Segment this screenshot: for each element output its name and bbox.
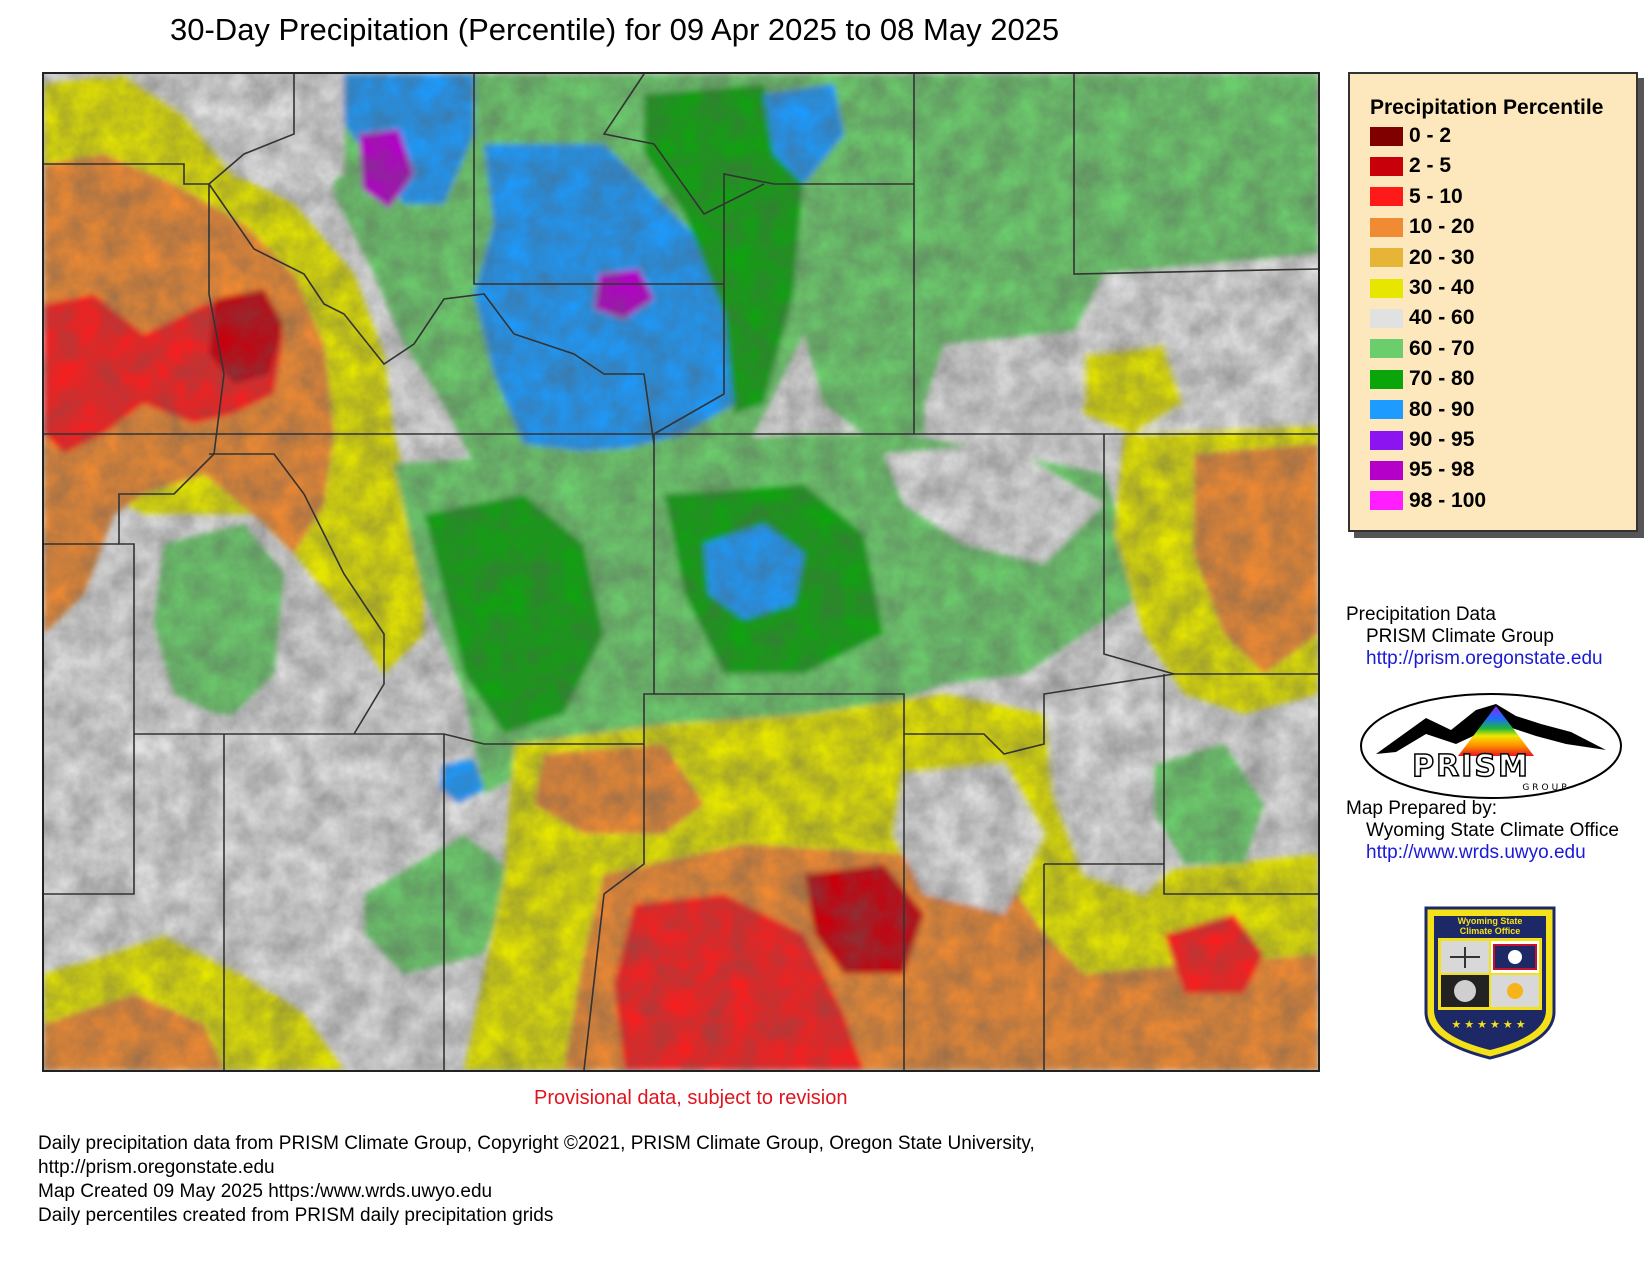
- legend-item: 2 - 5: [1370, 154, 1451, 178]
- prepared-by: Wyoming State Climate Office: [1366, 820, 1619, 841]
- legend-label: 95 - 98: [1409, 458, 1475, 482]
- prepared-credit: Map Prepared by: Wyoming State Climate O…: [1346, 798, 1619, 864]
- legend-swatch: [1370, 248, 1403, 268]
- legend-item: 80 - 90: [1370, 398, 1474, 422]
- legend-item: 20 - 30: [1370, 246, 1474, 270]
- legend-item: 0 - 2: [1370, 124, 1451, 148]
- prism-logo: PRISM GROUP: [1360, 693, 1622, 799]
- map-canvas: [44, 74, 1318, 1070]
- legend-label: 90 - 95: [1409, 428, 1475, 451]
- legend-swatch: [1370, 187, 1403, 207]
- footer-line-1: Daily precipitation data from PRISM Clim…: [38, 1133, 1035, 1154]
- svg-text:★★★★★★: ★★★★★★: [1451, 1018, 1528, 1031]
- legend-swatch: [1370, 217, 1403, 237]
- legend-swatch: [1370, 156, 1403, 176]
- legend-swatch: [1370, 491, 1403, 511]
- wsco-logo: Wyoming State Climate Office ★★★★★★: [1424, 906, 1556, 1060]
- legend-swatch: [1370, 339, 1403, 359]
- footer-line-4: Daily percentiles created from PRISM dai…: [38, 1205, 554, 1226]
- provisional-note: Provisional data, subject to revision: [534, 1087, 848, 1109]
- prism-logo-subtext: GROUP: [1522, 783, 1569, 793]
- legend-label: 80 - 90: [1409, 397, 1475, 421]
- legend-swatch: [1370, 369, 1403, 389]
- legend-item: 95 - 98: [1370, 458, 1474, 482]
- legend-item: 10 - 20: [1370, 215, 1474, 239]
- precipitation-map: [42, 72, 1320, 1072]
- legend-swatch: [1370, 308, 1403, 328]
- legend-swatch: [1370, 278, 1403, 298]
- data-credit-link[interactable]: http://prism.oregonstate.edu: [1366, 648, 1603, 669]
- legend-item: 30 - 40: [1370, 276, 1474, 300]
- legend-label: 30 - 40: [1409, 276, 1475, 299]
- legend-swatch: [1370, 430, 1403, 450]
- legend-item: 5 - 10: [1370, 185, 1463, 209]
- legend-title: Precipitation Percentile: [1370, 96, 1604, 119]
- legend-panel: Precipitation Percentile 0 - 2 2 - 5 5 - 1…: [1348, 72, 1638, 532]
- wsco-logo-line2: Climate Office: [1460, 926, 1521, 936]
- prism-logo-text: PRISM: [1412, 749, 1530, 784]
- data-credit-heading: Precipitation Data: [1346, 604, 1496, 625]
- legend-label: 20 - 30: [1409, 245, 1475, 269]
- legend-label: 60 - 70: [1409, 336, 1475, 360]
- prepared-heading: Map Prepared by:: [1346, 798, 1498, 819]
- legend-item: 70 - 80: [1370, 367, 1474, 391]
- county-boundaries: [44, 74, 1318, 1070]
- legend-swatch: [1370, 126, 1403, 146]
- data-credit-source: PRISM Climate Group: [1366, 626, 1554, 647]
- footer-line-3: Map Created 09 May 2025 https:/www.wrds.…: [38, 1181, 493, 1202]
- legend-label: 2 - 5: [1409, 154, 1452, 178]
- legend-item: 90 - 95: [1370, 428, 1474, 452]
- legend-label: 98 - 100: [1409, 488, 1487, 512]
- terrain-shading: [44, 74, 1318, 1070]
- legend-swatch: [1370, 460, 1403, 480]
- footer-line-2: http://prism.oregonstate.edu: [38, 1157, 275, 1178]
- legend-label: 40 - 60: [1409, 306, 1475, 330]
- prepared-link[interactable]: http://www.wrds.uwyo.edu: [1366, 842, 1586, 863]
- wsco-logo-line1: Wyoming State: [1458, 916, 1523, 926]
- footer-notes: Daily precipitation data from PRISM Clim…: [38, 1132, 1035, 1228]
- legend-label: 5 - 10: [1409, 184, 1463, 208]
- legend-item: 98 - 100: [1370, 489, 1486, 513]
- map-title: 30-Day Precipitation (Percentile) for 09…: [170, 12, 1060, 47]
- legend-label: 0 - 2: [1409, 124, 1452, 147]
- legend-item: 40 - 60: [1370, 306, 1474, 330]
- legend-swatch: [1370, 400, 1403, 420]
- data-credit: Precipitation Data PRISM Climate Group h…: [1346, 604, 1603, 670]
- legend-label: 70 - 80: [1409, 367, 1475, 391]
- legend-label: 10 - 20: [1409, 215, 1475, 239]
- legend-item: 60 - 70: [1370, 337, 1474, 361]
